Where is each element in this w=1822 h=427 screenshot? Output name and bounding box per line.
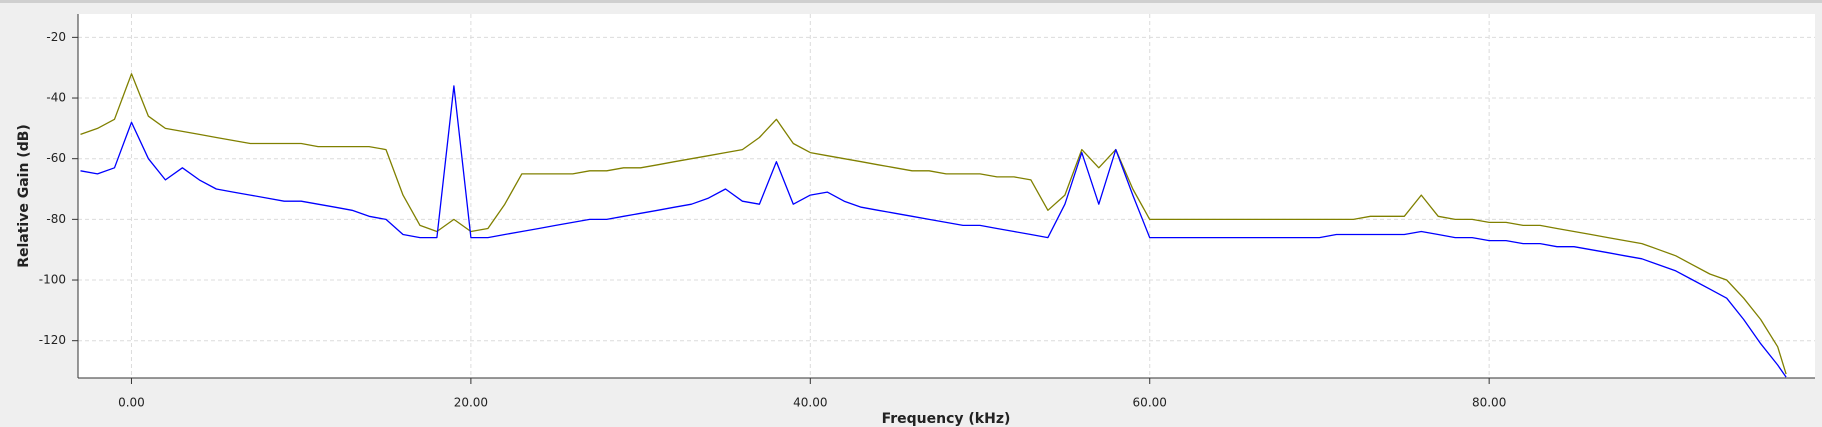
x-tick-label: 0.00 [118, 396, 145, 410]
x-tick-label: 20.00 [454, 396, 488, 410]
spectrum-line [80, 73, 1787, 375]
y-tick-label: -100 [39, 273, 66, 287]
top-strip [0, 0, 1822, 3]
y-tick-label: -80 [46, 212, 66, 226]
y-tick-label: -20 [46, 30, 66, 44]
y-tick-label: -120 [39, 333, 66, 347]
y-tick-label: -40 [46, 91, 66, 105]
x-axis-label: Frequency (kHz) [882, 411, 1011, 427]
y-axis-label: Relative Gain (dB) [16, 124, 32, 268]
x-tick-label: 80.00 [1472, 396, 1506, 410]
plot-area [78, 14, 1815, 378]
x-tick-label: 60.00 [1133, 396, 1167, 410]
y-tick-label: -60 [46, 151, 66, 165]
spectrum-line [80, 85, 1787, 378]
x-tick-label: 40.00 [793, 396, 827, 410]
